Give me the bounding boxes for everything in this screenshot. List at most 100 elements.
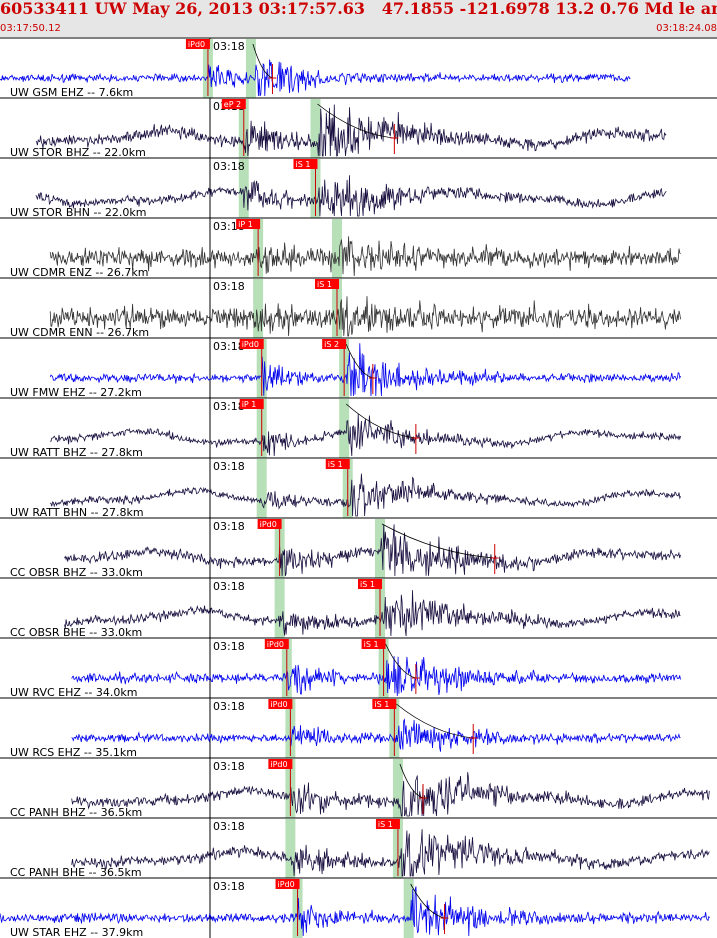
p-pick-box[interactable]	[239, 399, 264, 409]
minute-mark-label: 03:18	[213, 700, 245, 713]
s-phase-window	[310, 99, 321, 158]
waveform-trace	[49, 296, 681, 337]
coda-curve	[345, 343, 373, 379]
p-pick-box[interactable]	[264, 639, 289, 649]
p-pick-label[interactable]: iPd0	[260, 520, 277, 529]
s-pick-label[interactable]: iS 1	[360, 580, 375, 589]
coda-curve	[399, 763, 424, 799]
s-phase-window	[339, 399, 350, 458]
channel-label: UW RATT BHN -- 27.8km	[10, 506, 144, 519]
channel-label: CC PANH BHE -- 36.5km	[10, 866, 142, 879]
p-pick-box[interactable]	[236, 219, 261, 229]
s-pick-box[interactable]	[293, 159, 318, 169]
p-phase-window	[274, 579, 285, 638]
p-pick-box[interactable]	[239, 339, 264, 349]
s-pick-label[interactable]: iS 2	[324, 340, 339, 349]
p-pick-label[interactable]: iPd0	[242, 340, 259, 349]
channel-label: UW STAR EHZ -- 37.9km	[10, 926, 143, 938]
coda-curve	[381, 523, 495, 559]
minute-mark-label: 03:18	[213, 820, 245, 833]
p-phase-window	[285, 819, 296, 878]
s-phase-window	[392, 759, 403, 818]
s-pick-box[interactable]	[325, 459, 350, 469]
s-pick-label[interactable]: iS 1	[317, 280, 332, 289]
p-pick-box[interactable]	[268, 699, 293, 709]
p-phase-window	[253, 279, 264, 338]
channel-label: UW RCS EHZ -- 35.1km	[10, 746, 137, 759]
p-pick-label[interactable]: iPd0	[267, 640, 284, 649]
coda-curve	[396, 703, 474, 739]
minute-mark-label: 03:18	[213, 460, 245, 473]
channel-label: UW STOR BHN -- 22.0km	[10, 206, 146, 219]
end-time: 03:18:24.08	[656, 23, 717, 34]
s-pick-box[interactable]	[361, 639, 386, 649]
channel-label: UW CDMR ENN -- 26.7km	[10, 326, 149, 339]
s-pick-box[interactable]	[375, 819, 400, 829]
p-pick-box[interactable]	[257, 519, 282, 529]
channel-label: CC OBSR BHZ -- 33.0km	[10, 566, 143, 579]
s-pick-label[interactable]: iS 1	[374, 700, 389, 709]
s-pick-label[interactable]: iS 1	[295, 160, 310, 169]
waveform-trace	[35, 175, 667, 217]
p-pick-box[interactable]	[268, 759, 293, 769]
s-phase-window	[375, 519, 386, 578]
s-pick-label[interactable]: iS 1	[328, 460, 343, 469]
coda-curve	[317, 103, 395, 139]
minute-mark-label: 03:18	[213, 640, 245, 653]
p-pick-label[interactable]: iPd0	[278, 880, 295, 889]
minute-mark-label: 03:18	[213, 160, 245, 173]
p-pick-label[interactable]: iP 1	[242, 400, 257, 409]
channel-label: CC OBSR BHE -- 33.0km	[10, 626, 142, 639]
event-header: 60533411 UW May 26, 2013 03:17:57.63 47.…	[0, 0, 717, 37]
p-pick-label[interactable]: iPd0	[270, 700, 287, 709]
minute-mark-label: 03:18	[213, 400, 245, 413]
minute-mark-label: 03:18	[213, 520, 245, 533]
coda-curve	[410, 883, 445, 919]
p-phase-window	[238, 159, 249, 218]
minute-mark-label: 03:18	[213, 880, 245, 893]
waveform-trace	[64, 590, 681, 637]
s-phase-window	[245, 39, 256, 98]
minute-mark-label: 03:18	[213, 760, 245, 773]
coda-curve	[385, 643, 416, 679]
start-time: 03:17:50.12	[0, 23, 61, 34]
event-title: 60533411 UW May 26, 2013 03:17:57.63 47.…	[0, 0, 717, 18]
channel-label: UW FMW EHZ -- 27.2km	[10, 386, 142, 399]
waveform-trace	[50, 413, 681, 457]
s-pick-label[interactable]: iS 1	[364, 640, 379, 649]
s-pick-box[interactable]	[372, 699, 397, 709]
p-pick-label[interactable]: eP 2	[224, 100, 241, 109]
p-pick-label[interactable]: iPd0	[188, 40, 205, 49]
waveform-trace	[35, 104, 667, 157]
minute-mark-label: 03:18	[213, 580, 245, 593]
waveform-trace	[64, 524, 681, 577]
waveform-trace	[71, 718, 681, 752]
p-pick-label[interactable]: iP 1	[238, 220, 253, 229]
waveform-trace	[49, 343, 681, 397]
p-pick-box[interactable]	[275, 879, 300, 889]
coda-curve	[252, 43, 273, 79]
p-phase-window	[256, 459, 267, 518]
s-pick-box[interactable]	[314, 279, 339, 289]
waveform-trace	[0, 59, 631, 97]
s-pick-box[interactable]	[358, 579, 383, 589]
waveform-trace	[49, 236, 681, 277]
channel-label: CC PANH BHZ -- 36.5km	[10, 806, 142, 819]
minute-mark-label: 03:18	[213, 340, 245, 353]
p-pick-box[interactable]	[185, 39, 210, 49]
p-pick-box[interactable]	[221, 99, 246, 109]
s-pick-label[interactable]: iS 1	[378, 820, 393, 829]
channel-label: UW STOR BHZ -- 22.0km	[10, 146, 146, 159]
channel-label: UW GSM EHZ -- 7.6km	[10, 86, 133, 99]
minute-mark-label: 03:18	[213, 40, 245, 53]
s-pick-box[interactable]	[322, 339, 347, 349]
s-phase-window	[403, 879, 414, 938]
p-pick-label[interactable]: iPd0	[270, 760, 287, 769]
waveform-trace	[0, 886, 710, 937]
waveform-trace	[71, 829, 710, 877]
channel-label: UW CDMR ENZ -- 26.7km	[10, 266, 148, 279]
s-phase-window	[331, 219, 342, 278]
waveform-trace	[71, 772, 710, 817]
